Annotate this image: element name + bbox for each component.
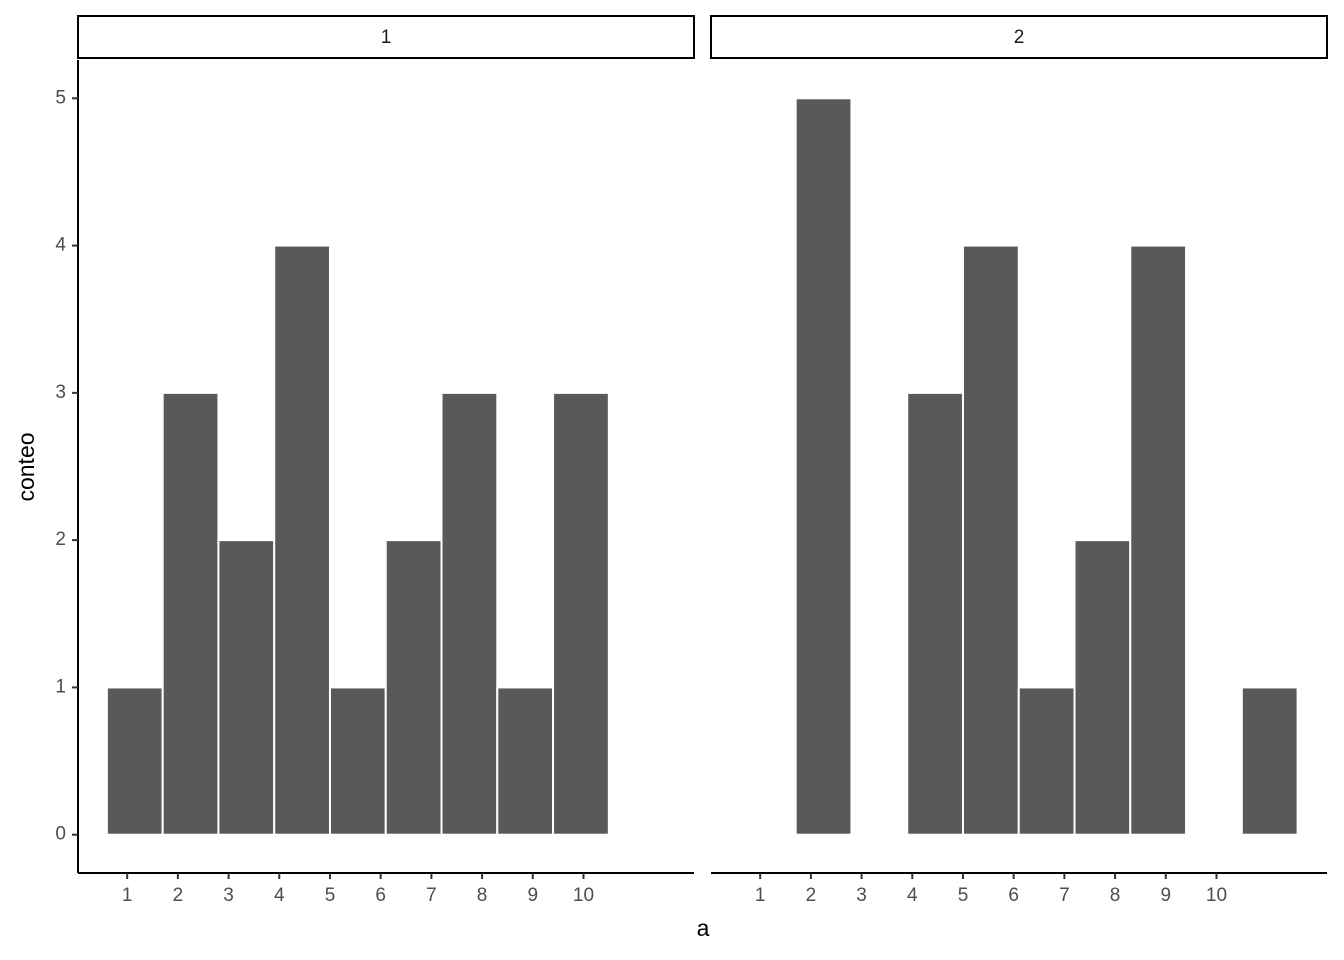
bar xyxy=(496,686,555,836)
x-tick-label: 6 xyxy=(1008,885,1019,906)
bar xyxy=(161,391,220,836)
x-tick-label: 4 xyxy=(907,885,918,906)
bar xyxy=(1240,686,1299,836)
x-tick-label: 8 xyxy=(1110,885,1121,906)
bar xyxy=(105,686,164,836)
x-tick-label: 4 xyxy=(274,885,285,906)
y-axis-label: conteo xyxy=(13,432,39,501)
x-tick-label: 8 xyxy=(477,885,488,906)
facet-label: 2 xyxy=(1014,27,1025,48)
x-tick-label: 10 xyxy=(573,885,594,906)
x-tick-label: 2 xyxy=(173,885,184,906)
x-tick-label: 2 xyxy=(806,885,817,906)
bar xyxy=(794,97,853,836)
x-tick-label: 3 xyxy=(856,885,867,906)
x-tick-label: 9 xyxy=(527,885,538,906)
bar xyxy=(1017,686,1076,836)
x-tick-label: 3 xyxy=(223,885,234,906)
x-tick-label: 1 xyxy=(122,885,133,906)
x-tick-label: 10 xyxy=(1206,885,1227,906)
y-tick-label: 3 xyxy=(55,382,66,403)
facet-strip xyxy=(710,15,1328,59)
bar xyxy=(328,686,387,836)
bar xyxy=(384,539,443,836)
bar xyxy=(273,244,331,836)
x-tick-label: 6 xyxy=(375,885,386,906)
bar xyxy=(1129,244,1188,836)
x-tick-label: 9 xyxy=(1160,885,1171,906)
x-tick-label: 7 xyxy=(426,885,437,906)
y-tick-label: 4 xyxy=(55,235,66,256)
bar xyxy=(217,539,276,836)
y-tick-label: 5 xyxy=(55,87,66,108)
x-tick-label: 5 xyxy=(325,885,336,906)
x-tick-label: 7 xyxy=(1059,885,1070,906)
y-tick-label: 1 xyxy=(55,676,66,697)
x-tick-label: 1 xyxy=(755,885,766,906)
bar xyxy=(961,244,1020,836)
facet-strip xyxy=(77,15,695,59)
x-axis-label: a xyxy=(697,915,710,941)
y-tick-label: 0 xyxy=(55,824,66,845)
bar xyxy=(1073,539,1132,836)
x-tick-label: 5 xyxy=(958,885,969,906)
bar xyxy=(906,391,964,836)
y-tick-label: 2 xyxy=(55,529,66,550)
bar xyxy=(552,391,610,836)
facet-label: 1 xyxy=(381,27,392,48)
bar xyxy=(440,391,499,836)
